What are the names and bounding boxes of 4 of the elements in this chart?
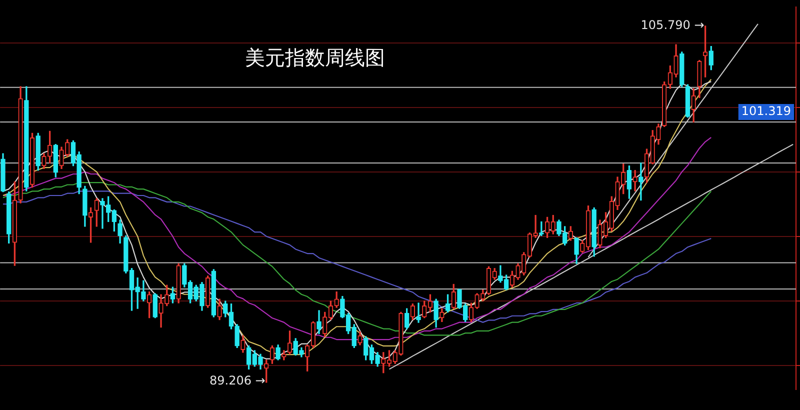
ref-line-label: 101.319 xyxy=(741,104,791,118)
text: 美元指数周线图 xyxy=(245,45,386,70)
annotation: 105.790 → xyxy=(640,18,704,32)
annotation: 89.206 → xyxy=(210,374,266,388)
